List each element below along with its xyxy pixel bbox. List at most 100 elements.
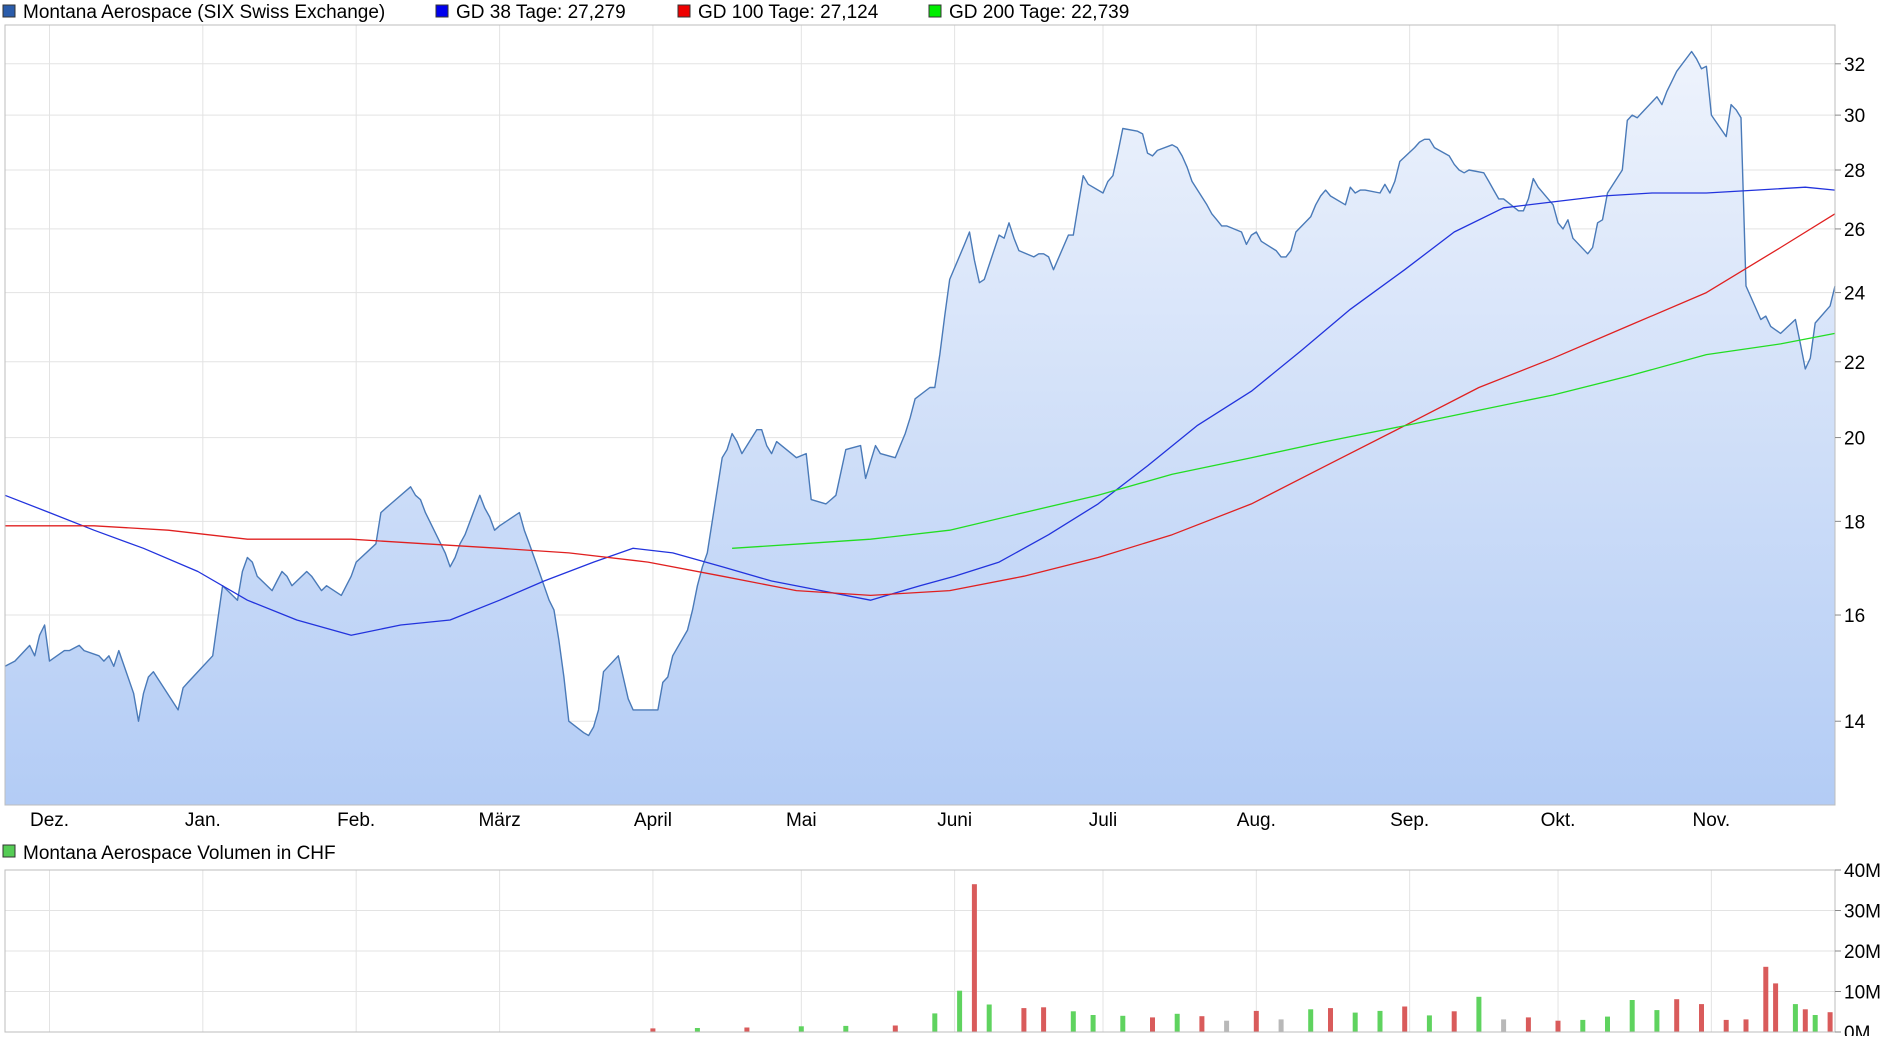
gd38-series-line: [4, 186, 1836, 636]
volume-bar: [1426, 1015, 1432, 1032]
volume-bar: [892, 1025, 898, 1032]
volume-y-tick-label: 0M: [1844, 1023, 1870, 1036]
price-y-tick-label: 28: [1844, 161, 1865, 182]
volume-bar: [1699, 1004, 1704, 1032]
price-y-tick-label: 32: [1844, 55, 1865, 76]
price-x-tick-label: Mai: [786, 810, 817, 831]
price-legend: Montana Aerospace (SIX Swiss Exchange) G…: [2, 2, 1129, 23]
legend-gd100-swatch: [677, 4, 691, 18]
volume-bar: [1555, 1020, 1561, 1032]
volume-bar: [843, 1025, 849, 1032]
volume-bar: [1402, 1006, 1408, 1032]
volume-bar: [744, 1027, 750, 1032]
price-x-axis: Dez. Jan. Feb. März April Mai Juni Juli Aug. Sep.…: [30, 810, 1730, 831]
volume-bar: [1041, 1007, 1047, 1032]
legend-gd200-swatch: [928, 4, 942, 18]
price-area: [5, 51, 1835, 805]
volume-bar: [1090, 1015, 1096, 1032]
volume-bar: [1150, 1017, 1155, 1032]
price-x-tick-label: Jan.: [185, 810, 221, 831]
price-y-tick-label: 24: [1844, 284, 1866, 305]
volume-bar: [1174, 1013, 1180, 1032]
price-lines: [4, 50, 1836, 737]
volume-bar: [1352, 1012, 1358, 1032]
volume-bar: [1605, 1016, 1610, 1032]
price-y-tick-label: 16: [1844, 606, 1865, 627]
legend-gd100-label: GD 100 Tage: 27,124: [698, 2, 879, 23]
volume-grid: [5, 869, 1835, 1033]
volume-bar: [1308, 1009, 1314, 1032]
volume-bar: [1476, 996, 1482, 1032]
volume-bar: [1773, 983, 1779, 1032]
price-y-axis: 14 16 18 20 22 24 26 28 30 32: [1835, 55, 1866, 733]
price-panel: 14 16 18 20 22 24 26 28 30 32 Dez. Jan. Feb. März Apr…: [4, 24, 1866, 831]
legend-gd38-swatch: [435, 4, 449, 18]
volume-bar: [1629, 1000, 1635, 1032]
volume-y-tick-label: 40M: [1844, 861, 1880, 882]
volume-y-axis: 0M 10M 20M 30M 40M: [1835, 861, 1880, 1041]
volume-bar: [957, 990, 963, 1032]
price-x-tick-label: März: [478, 810, 520, 831]
price-y-tick-label: 14: [1844, 712, 1866, 733]
price-x-tick-label: Nov.: [1693, 810, 1731, 831]
legend-price-label: Montana Aerospace (SIX Swiss Exchange): [23, 2, 385, 23]
legend-price-swatch: [2, 4, 16, 18]
volume-bar: [1654, 1010, 1660, 1032]
volume-bar: [1501, 1019, 1507, 1032]
volume-bar: [1120, 1015, 1126, 1032]
volume-legend: Montana Aerospace Volumen in CHF: [2, 843, 336, 864]
legend-gd38-label: GD 38 Tage: 27,279: [456, 2, 626, 23]
price-series-line: [4, 50, 1836, 737]
legend-gd200-label: GD 200 Tage: 22,739: [949, 2, 1129, 23]
volume-bar: [650, 1028, 656, 1032]
volume-bar: [1792, 1004, 1798, 1032]
volume-bar: [1451, 1011, 1457, 1032]
price-x-tick-label: Feb.: [337, 810, 375, 831]
price-x-tick-label: Sep.: [1390, 810, 1429, 831]
price-plot-frame: [4, 24, 1836, 806]
volume-bar: [1827, 1012, 1833, 1032]
volume-bar: [1525, 1017, 1531, 1032]
volume-bar: [1723, 1019, 1729, 1032]
price-y-tick-label: 20: [1844, 429, 1865, 450]
volume-bar: [798, 1026, 804, 1032]
price-y-tick-label: 22: [1844, 353, 1865, 374]
volume-bar: [1763, 966, 1769, 1032]
price-y-tick-label: 30: [1844, 106, 1865, 127]
legend-volume-label: Montana Aerospace Volumen in CHF: [23, 843, 336, 864]
volume-bar: [971, 884, 977, 1032]
volume-y-tick-label: 10M: [1844, 983, 1880, 1004]
price-x-tick-label: Juni: [937, 810, 972, 831]
volume-bar: [1070, 1011, 1076, 1032]
volume-y-tick-label: 20M: [1844, 942, 1880, 963]
volume-bar: [1278, 1019, 1284, 1032]
volume-bar: [986, 1004, 992, 1032]
volume-bar: [1021, 1008, 1027, 1032]
price-x-tick-label: April: [634, 810, 672, 831]
price-x-tick-label: Okt.: [1541, 810, 1576, 831]
gd100-series-line: [5, 213, 1836, 597]
volume-bar: [1812, 1015, 1818, 1032]
price-x-tick-label: Aug.: [1237, 810, 1276, 831]
volume-bars: [650, 884, 1833, 1032]
volume-bar: [932, 1013, 938, 1032]
price-x-tick-label: Juli: [1089, 810, 1118, 831]
volume-bar: [1802, 1009, 1808, 1032]
price-x-tick-label: Dez.: [30, 810, 69, 831]
gd200-series-line: [732, 332, 1836, 549]
volume-bar: [1253, 1010, 1259, 1032]
volume-bar: [1328, 1008, 1333, 1032]
price-y-tick-label: 26: [1844, 220, 1865, 241]
price-area-fill: [5, 51, 1835, 805]
volume-bar: [1743, 1019, 1749, 1032]
volume-bar: [1199, 1016, 1205, 1032]
volume-bar: [1224, 1020, 1230, 1032]
volume-bar: [1580, 1019, 1586, 1032]
volume-panel: 0M 10M 20M 30M 40M: [4, 861, 1880, 1041]
volume-bar: [1377, 1010, 1383, 1032]
price-y-tick-label: 18: [1844, 512, 1865, 533]
volume-y-tick-label: 30M: [1844, 902, 1880, 923]
volume-bar: [1674, 999, 1680, 1032]
